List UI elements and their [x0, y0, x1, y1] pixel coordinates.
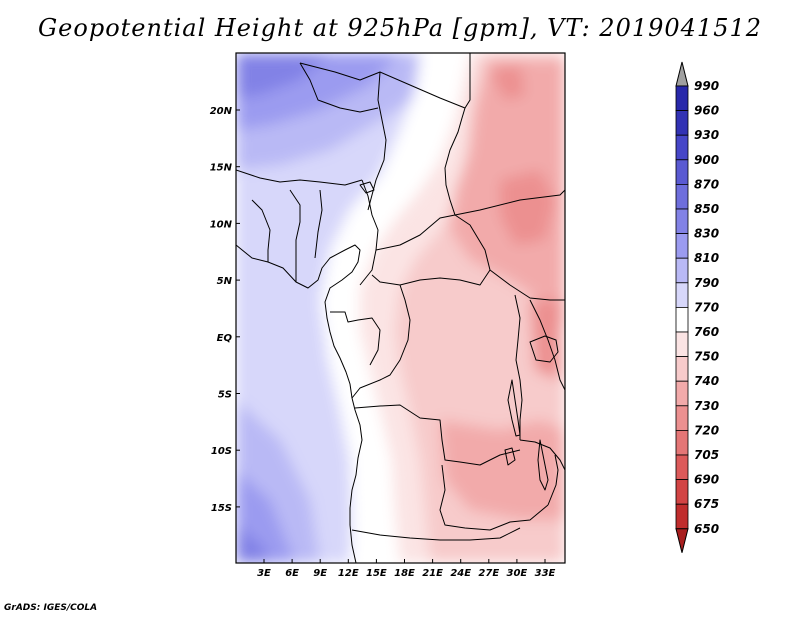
colorbar-label: 810: [694, 251, 719, 265]
colorbar-segment: [675, 405, 689, 431]
colorbar-segment: [675, 208, 689, 235]
lon-tick-label: 9E: [313, 568, 327, 579]
lat-tick-label: 15N: [210, 163, 233, 174]
border-libya-sudan: [444, 107, 466, 216]
map-title: Geopotential Height at 925hPa [gpm], VT:…: [38, 14, 762, 42]
colorbar-label: 705: [694, 448, 719, 462]
colorbar-label: 850: [694, 202, 719, 216]
colorbar-segment: [675, 110, 689, 136]
lon-tick-label: 24E: [450, 568, 471, 579]
colorbar-segment: [675, 429, 689, 456]
lat-tick-label: 20N: [210, 106, 233, 117]
map-panel: [235, 52, 566, 564]
lon-tick-label: 21E: [422, 568, 443, 579]
border-angola-drc: [354, 404, 521, 466]
border-east-africa: [529, 299, 565, 391]
colorbar-label: 750: [694, 350, 719, 364]
lon-tick-label: 33E: [535, 568, 556, 579]
colorbar-label: 930: [694, 128, 719, 142]
lake-malawi: [537, 439, 549, 491]
colorbar-label: 650: [694, 522, 719, 536]
grads-credit: GrADS: IGES/COLA: [4, 603, 98, 613]
political-boundaries: [236, 53, 565, 563]
colorbar-bottom-triangle: [675, 528, 689, 553]
border-chad-niger: [367, 71, 387, 211]
colorbar-segment: [675, 183, 689, 210]
colorbar-segment: [675, 479, 689, 505]
colorbar-segment: [675, 503, 689, 530]
border-west-africa-1: [236, 169, 363, 186]
colorbar-label: 790: [694, 276, 719, 290]
colorbar-top-triangle: [675, 61, 689, 87]
lake-victoria: [529, 335, 559, 363]
colorbar-label: 690: [694, 473, 719, 487]
height-field-shading: [236, 53, 565, 563]
border-mali-niger: [299, 62, 379, 113]
border-sudan-south: [454, 189, 565, 216]
colorbar-label: 900: [694, 153, 719, 167]
colorbar-segment: [675, 331, 689, 358]
africa-coastline-west: [236, 244, 363, 563]
colorbar-label: 760: [694, 325, 719, 339]
colorbar-segment: [675, 85, 689, 112]
colorbar-segment: [675, 306, 689, 333]
border-drc-east: [514, 294, 523, 440]
border-mozambique: [547, 454, 559, 506]
border-south-sudan: [489, 269, 565, 301]
colorbar-label: 740: [694, 374, 719, 388]
colorbar-segment: [675, 134, 689, 161]
map-frame: [235, 52, 566, 564]
lon-tick-label: 27E: [478, 568, 499, 579]
colorbar-label: 720: [694, 423, 719, 437]
lat-tick-label: 5S: [218, 390, 232, 401]
lake-tanganyika: [507, 379, 521, 437]
colorbar-label: 990: [694, 79, 719, 93]
colorbar-segment: [675, 257, 689, 284]
colorbar-segment: [675, 282, 689, 308]
lat-tick-label: EQ: [217, 333, 233, 344]
border-west-africa-2: [251, 199, 271, 262]
colorbar-segment: [675, 380, 689, 407]
border-west-africa-3: [289, 189, 301, 282]
colorbar-label: 675: [694, 497, 719, 511]
lon-tick-label: 12E: [338, 568, 359, 579]
lon-tick-label: 6E: [285, 568, 299, 579]
border-angola-zambia: [439, 464, 549, 531]
longitude-axis: 3E 6E 9E 12E 15E 18E 21E 24E 27E 30E 33E: [257, 559, 556, 579]
colorbar-label: 830: [694, 227, 719, 241]
lon-tick-label: 3E: [257, 568, 271, 579]
border-congo-gabon: [330, 311, 381, 366]
border-namibia: [351, 527, 521, 541]
colorbar-segment: [675, 159, 689, 185]
lon-tick-label: 15E: [366, 568, 387, 579]
colorbar-legend: 990 960 930 900 870 850 830 810 790 770 760 750 740 7…: [675, 61, 719, 553]
border-north-sahara: [299, 53, 471, 109]
latitude-axis: 20N 15N 10N 5N EQ 5S 10S 15S: [210, 106, 240, 514]
lon-tick-label: 30E: [507, 568, 528, 579]
lake-mweru: [504, 447, 516, 466]
border-drc-congo: [351, 284, 411, 399]
colorbar-label: 870: [694, 177, 719, 191]
lon-tick-label: 18E: [394, 568, 415, 579]
colorbar-label: 730: [694, 399, 719, 413]
border-west-africa-4: [314, 189, 323, 259]
lat-tick-label: 15S: [211, 503, 232, 514]
colorbar-label: 960: [694, 104, 719, 118]
map-figure: 20N 15N 10N 5N EQ 5S 10S 15S 3E 6E 9E 12E 15E 18E 21E…: [210, 52, 719, 579]
colorbar-label: 770: [694, 300, 719, 314]
colorbar-segment: [675, 356, 689, 382]
colorbar-segment: [675, 233, 689, 259]
border-tanzania: [519, 439, 565, 471]
border-nigeria-cameroon: [359, 179, 379, 286]
lat-tick-label: 5N: [217, 276, 233, 287]
lake-chad: [359, 181, 375, 194]
lat-tick-label: 10N: [210, 219, 233, 230]
colorbar-segment: [675, 454, 689, 481]
lat-tick-label: 10S: [211, 446, 232, 457]
